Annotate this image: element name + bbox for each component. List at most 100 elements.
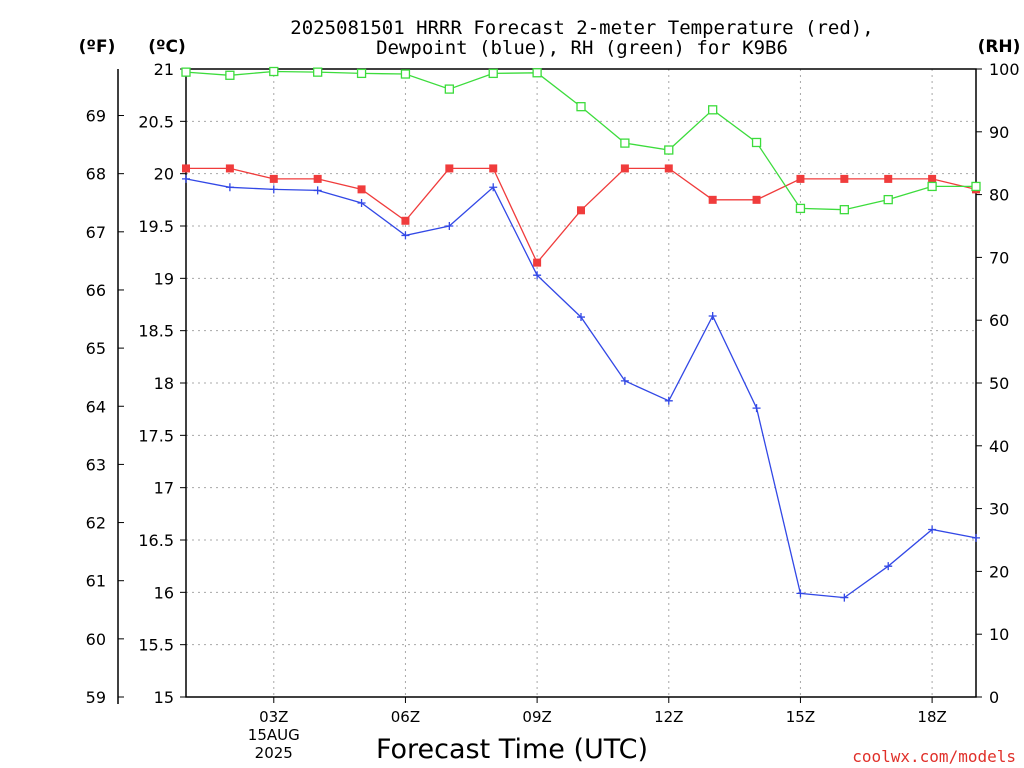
rh-point xyxy=(444,84,454,94)
chart-title-line-2: Dewpoint (blue), RH (green) for K9B6 xyxy=(376,37,788,59)
temperature-point xyxy=(664,164,673,173)
rh-point xyxy=(883,194,893,205)
rh-point xyxy=(488,68,498,79)
temperature-point xyxy=(269,174,278,183)
rh-tick-label: 40 xyxy=(989,437,1009,456)
dewpoint-point xyxy=(225,183,234,192)
x-tick-year: 2025 xyxy=(255,744,293,762)
celsius-tick-label: 17.5 xyxy=(138,426,174,445)
fahrenheit-tick-label: 59 xyxy=(86,688,106,707)
rh-tick-label: 80 xyxy=(989,186,1009,205)
temperature-point xyxy=(182,164,190,173)
celsius-tick-label: 19.5 xyxy=(138,217,174,236)
rh-point xyxy=(664,145,674,155)
rh-point xyxy=(839,205,849,215)
fahrenheit-tick-label: 64 xyxy=(86,397,106,416)
temperature-point xyxy=(840,174,849,183)
temperature-point xyxy=(928,174,937,183)
temperature-point xyxy=(796,174,805,183)
rh-unit-label: (RH) xyxy=(978,37,1021,57)
rh-line xyxy=(185,70,976,211)
rh-point xyxy=(356,68,367,79)
dewpoint-point xyxy=(664,396,673,405)
x-tick-label: 03Z xyxy=(259,708,288,726)
rh-point xyxy=(795,203,806,214)
celsius-tick-label: 15.5 xyxy=(138,636,174,655)
fahrenheit-tick-label: 69 xyxy=(86,107,106,126)
celsius-tick-label: 16.5 xyxy=(138,531,174,550)
temperature-point xyxy=(884,174,893,183)
fahrenheit-tick-label: 62 xyxy=(86,514,106,533)
temperature-line xyxy=(186,167,977,264)
celsius-tick-label: 17 xyxy=(154,479,174,498)
temperature-point xyxy=(357,185,366,194)
celsius-tick-label: 18.5 xyxy=(138,322,174,341)
fahrenheit-tick-label: 66 xyxy=(86,281,106,300)
fahrenheit-tick-label: 60 xyxy=(86,630,106,649)
temperature-point xyxy=(708,195,717,204)
x-tick-label: 12Z xyxy=(654,708,683,726)
temperature-point xyxy=(401,216,410,225)
rh-tick-label: 0 xyxy=(989,688,999,707)
rh-point xyxy=(269,66,279,77)
dewpoint-point xyxy=(752,404,761,413)
rh-point xyxy=(400,69,411,79)
temperature-point xyxy=(225,164,234,173)
dewpoint-point xyxy=(357,198,366,207)
credit-link[interactable]: coolwx.com/models xyxy=(852,747,1016,766)
x-tick-label: 18Z xyxy=(917,708,946,726)
rh-tick-label: 100 xyxy=(989,60,1020,79)
rh-tick-label: 20 xyxy=(989,562,1009,581)
temperature-point xyxy=(313,174,322,183)
dewpoint-point xyxy=(313,186,322,195)
celsius-tick-label: 20.5 xyxy=(138,112,174,131)
dewpoint-point xyxy=(533,271,542,280)
rh-point xyxy=(313,67,323,77)
rh-point xyxy=(708,105,718,115)
dewpoint-point xyxy=(445,222,454,230)
dewpoint-point xyxy=(577,313,585,322)
rh-point xyxy=(181,67,191,77)
dewpoint-line xyxy=(185,178,977,599)
celsius-tick-label: 21 xyxy=(154,60,174,79)
dewpoint-point xyxy=(708,312,717,321)
grid-lines xyxy=(186,68,976,698)
data-series xyxy=(181,66,981,602)
dewpoint-point xyxy=(928,525,937,534)
temperature-point xyxy=(533,258,542,267)
dewpoint-point xyxy=(489,183,498,192)
rh-tick-label: 10 xyxy=(989,625,1009,644)
temperature-point xyxy=(577,206,585,215)
plot-frame xyxy=(185,68,977,698)
rh-point xyxy=(751,137,762,148)
celsius-tick-label: 15 xyxy=(154,688,174,707)
rh-tick-label: 60 xyxy=(989,311,1009,330)
dewpoint-point xyxy=(884,562,893,571)
dewpoint-point xyxy=(620,376,629,385)
temperature-point xyxy=(752,195,761,204)
celsius-tick-label: 20 xyxy=(154,165,174,184)
dewpoint-point xyxy=(401,231,410,240)
celsius-tick-label: 19 xyxy=(154,269,174,288)
fahrenheit-tick-label: 61 xyxy=(86,572,106,591)
chart-title-line-1: 2025081501 HRRR Forecast 2-meter Tempera… xyxy=(290,17,873,39)
fahrenheit-tick-label: 63 xyxy=(86,455,106,474)
rh-tick-label: 50 xyxy=(989,374,1009,393)
rh-point xyxy=(225,70,235,80)
dewpoint-point xyxy=(840,593,849,602)
x-tick-label: 15Z xyxy=(786,708,815,726)
rh-point xyxy=(927,181,937,192)
fahrenheit-tick-label: 67 xyxy=(86,223,106,242)
dewpoint-point xyxy=(182,174,190,183)
rh-point xyxy=(576,102,586,112)
fahrenheit-tick-label: 68 xyxy=(86,165,106,184)
rh-tick-label: 70 xyxy=(989,248,1009,267)
x-tick-label: 06Z xyxy=(391,708,420,726)
x-tick-date: 15AUG xyxy=(248,726,300,744)
rh-point xyxy=(532,68,542,78)
temperature-point xyxy=(489,164,498,173)
celsius-tick-label: 18 xyxy=(154,374,174,393)
fahrenheit-tick-label: 65 xyxy=(86,339,106,358)
celsius-tick-label: 16 xyxy=(154,583,174,602)
